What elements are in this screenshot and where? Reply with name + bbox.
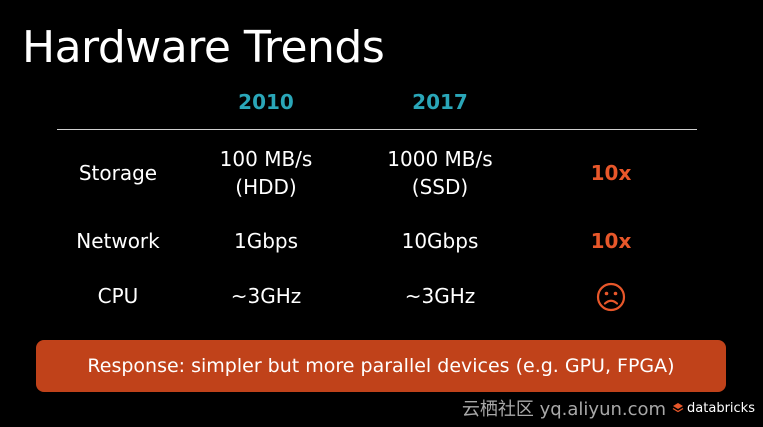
header-divider — [57, 129, 697, 130]
databricks-wordmark: databricks — [687, 400, 755, 416]
network-2017-value: 10Gbps — [401, 229, 479, 253]
row-label-cpu: CPU — [97, 284, 139, 308]
storage-2010-line2: (HDD) — [235, 175, 297, 199]
storage-2010-value: 100 MB/s (HDD) — [196, 145, 336, 201]
cpu-2017-value: ~3GHz — [404, 284, 476, 308]
response-banner: Response: simpler but more parallel devi… — [36, 340, 726, 392]
storage-2017-value: 1000 MB/s (SSD) — [370, 145, 510, 201]
column-header-2010: 2010 — [238, 90, 294, 114]
row-label-network: Network — [76, 229, 160, 253]
storage-2017-line2: (SSD) — [411, 175, 469, 199]
sad-face-icon — [596, 282, 626, 312]
storage-2010-line1: 100 MB/s — [219, 147, 313, 171]
column-header-2017: 2017 — [412, 90, 468, 114]
network-2010-value: 1Gbps — [233, 229, 299, 253]
storage-2017-line1: 1000 MB/s — [387, 147, 493, 171]
watermark-site: 云栖社区 yq.aliyun.com — [461, 399, 667, 420]
cpu-2010-value: ~3GHz — [230, 284, 302, 308]
row-label-storage: Storage — [78, 161, 158, 185]
response-banner-text: Response: simpler but more parallel devi… — [87, 355, 675, 377]
databricks-logo: databricks — [672, 401, 755, 416]
network-change: 10x — [590, 229, 632, 253]
databricks-icon — [672, 403, 684, 413]
slide-title: Hardware Trends — [22, 22, 385, 73]
storage-change: 10x — [590, 161, 632, 185]
watermark: 云栖社区 yq.aliyun.com databricks — [462, 396, 755, 420]
